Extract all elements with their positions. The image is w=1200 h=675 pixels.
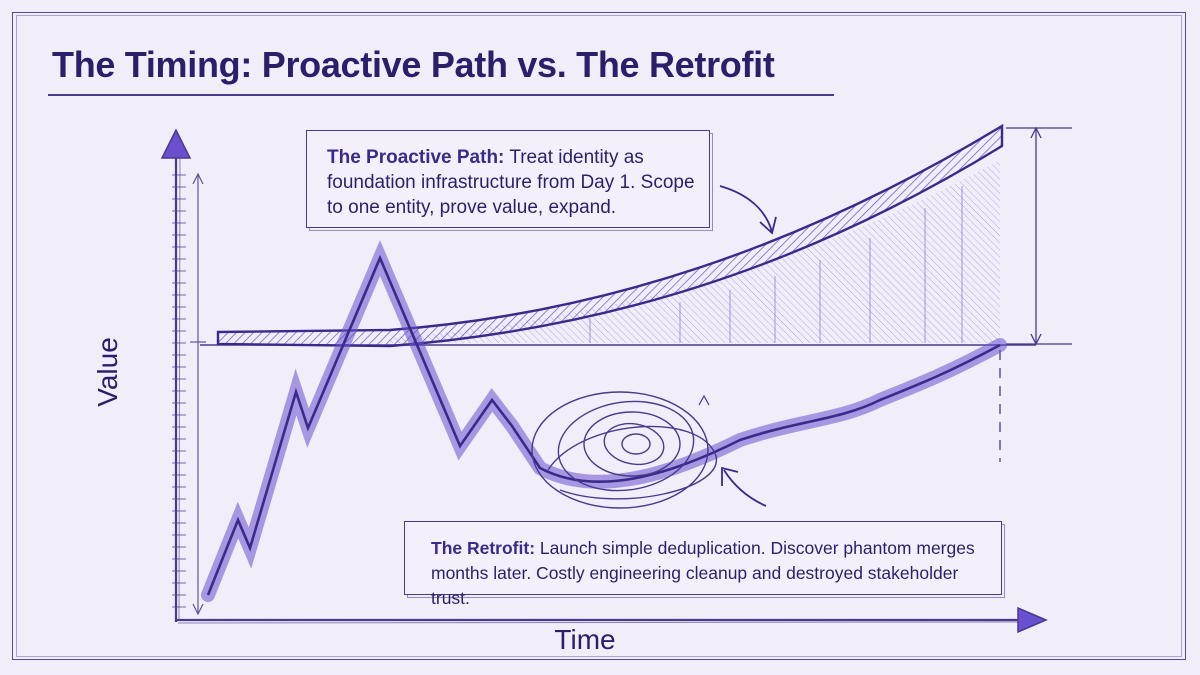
y-axis-arrow-icon — [160, 128, 192, 159]
proactive-path-curve — [216, 123, 1004, 348]
inner-frame — [16, 15, 1182, 657]
proactive-path-callout: The Proactive Path: Treat identity as fo… — [306, 130, 710, 228]
outer-frame — [12, 12, 1186, 660]
title-underline — [48, 94, 834, 96]
small-caret-mark — [698, 394, 710, 406]
y-axis — [160, 128, 192, 622]
page-title: The Timing: Proactive Path vs. The Retro… — [52, 44, 775, 85]
y-axis-ticks — [172, 174, 186, 608]
x-axis-arrow-icon — [1017, 606, 1048, 634]
proactive-growth-area — [390, 160, 1000, 343]
retrofit-callout: The Retrofit: Launch simple deduplicatio… — [404, 521, 1002, 608]
x-axis-label: Time — [554, 624, 616, 655]
right-dimension-marker — [999, 126, 1072, 462]
x-axis — [176, 606, 1048, 634]
retrofit-path-outline — [206, 254, 1001, 596]
retrofit-pointer-arrow-icon — [721, 466, 767, 507]
proactive-pointer-arrow-icon — [719, 185, 777, 235]
proactive-heading: The Proactive Path: — [327, 147, 505, 168]
proactive-description: Treat identity as foundation infrastruct… — [327, 147, 695, 218]
proactive-growth-verticals — [589, 186, 963, 343]
left-dimension-marker — [190, 172, 206, 616]
retrofit-heading: The Retrofit: — [431, 538, 536, 558]
y-axis-label: Value — [92, 337, 123, 407]
retrofit-description: Launch simple deduplication. Discover ph… — [431, 538, 975, 608]
retrofit-chaos-loops — [531, 391, 717, 509]
